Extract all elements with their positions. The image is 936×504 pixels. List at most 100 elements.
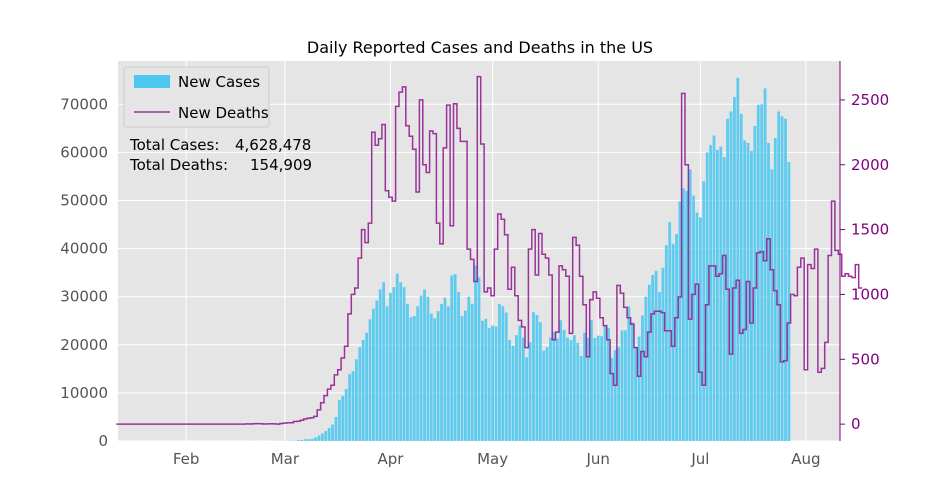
case-bar	[756, 104, 760, 441]
case-bar	[729, 111, 733, 441]
case-bar	[549, 337, 552, 441]
case-bar	[525, 357, 529, 441]
case-bar	[784, 118, 787, 441]
case-bar	[297, 440, 300, 441]
case-bar	[307, 439, 311, 441]
case-bar	[518, 325, 522, 441]
case-bar	[317, 435, 321, 441]
case-bar	[715, 149, 719, 441]
x-tick-label: Aug	[791, 450, 820, 468]
case-bar	[303, 439, 307, 441]
case-bar	[654, 270, 658, 441]
x-tick-label: May	[477, 450, 508, 468]
case-bar	[515, 335, 518, 441]
right-tick-label: 2000	[851, 156, 889, 174]
case-bar	[382, 282, 386, 441]
case-bar	[402, 287, 406, 441]
case-bar	[412, 315, 416, 441]
right-tick-label: 500	[851, 350, 880, 368]
case-bar	[617, 347, 621, 441]
case-bar	[760, 104, 764, 441]
case-bar	[419, 295, 423, 441]
total-cases-value: 4,628,478	[235, 136, 311, 154]
left-tick-label: 40000	[60, 240, 108, 258]
case-bar	[538, 322, 542, 441]
case-bar	[641, 315, 644, 441]
case-bar	[763, 88, 767, 441]
case-bar	[624, 330, 627, 441]
case-bar	[705, 152, 709, 442]
case-bar	[501, 306, 505, 441]
case-bar	[508, 339, 512, 441]
right-y-axis: 0 500 1000 1500 2000 2500	[839, 61, 889, 441]
x-tick-label: Apr	[377, 450, 404, 468]
case-bar	[491, 325, 495, 441]
case-bar	[596, 335, 600, 441]
case-bar	[576, 342, 580, 441]
case-bar	[320, 433, 324, 441]
case-bar	[773, 137, 777, 441]
right-tick-label: 0	[851, 415, 861, 433]
case-bar	[344, 389, 348, 441]
case-bar	[494, 326, 498, 441]
legend-deaths-label: New Deaths	[178, 104, 269, 122]
case-bar	[433, 318, 437, 441]
case-bar	[460, 315, 464, 441]
case-bar	[555, 338, 559, 441]
case-bar	[644, 296, 648, 441]
case-bar	[658, 291, 661, 441]
legend-cases-label: New Cases	[178, 73, 260, 91]
case-bar	[389, 292, 392, 441]
case-bar	[692, 195, 695, 441]
case-bar	[358, 347, 362, 441]
case-bar	[698, 217, 702, 441]
left-tick-label: 0	[98, 432, 108, 450]
case-bar	[399, 282, 403, 441]
case-bar	[310, 438, 314, 441]
left-y-axis: 0 10000 20000 30000 40000 50000 60000 70000	[60, 95, 108, 450]
case-bar	[627, 306, 631, 441]
case-bar	[610, 357, 614, 441]
case-bar	[395, 273, 399, 441]
case-bar	[457, 291, 460, 441]
legend: New Cases New Deaths	[123, 66, 270, 128]
left-tick-label: 10000	[60, 384, 108, 402]
case-bar	[678, 201, 682, 441]
case-bar	[334, 416, 338, 441]
case-bar	[634, 348, 638, 441]
case-bar	[586, 338, 590, 441]
total-cases-label: Total Cases:	[129, 136, 219, 154]
case-bar	[770, 169, 774, 441]
case-bar	[780, 116, 784, 441]
case-bar	[675, 234, 678, 441]
case-bar	[372, 308, 375, 441]
total-deaths-value: 154,909	[250, 156, 312, 174]
case-bar	[743, 140, 747, 441]
case-bar	[607, 327, 610, 441]
case-bar	[572, 335, 576, 441]
case-bar	[753, 125, 757, 441]
case-bar	[542, 350, 546, 441]
case-bar	[709, 145, 712, 441]
case-bar	[467, 296, 471, 441]
case-bar	[470, 303, 474, 441]
case-bar	[736, 77, 740, 441]
case-bar	[429, 313, 433, 441]
case-bar	[365, 332, 369, 441]
case-bar	[385, 306, 389, 441]
x-tick-label: Feb	[173, 450, 200, 468]
case-bar	[746, 142, 750, 441]
case-bar	[416, 306, 420, 441]
case-bar	[426, 296, 430, 441]
left-tick-label: 20000	[60, 336, 108, 354]
case-bar	[620, 330, 624, 441]
case-bar	[463, 310, 467, 441]
case-bar	[712, 135, 716, 442]
case-bar	[733, 97, 736, 441]
case-bar	[695, 212, 699, 441]
case-bar	[593, 338, 597, 441]
case-bar	[375, 300, 379, 441]
case-bar	[702, 181, 706, 441]
x-axis: Feb Mar Apr May Jun Jul Aug	[173, 450, 821, 468]
